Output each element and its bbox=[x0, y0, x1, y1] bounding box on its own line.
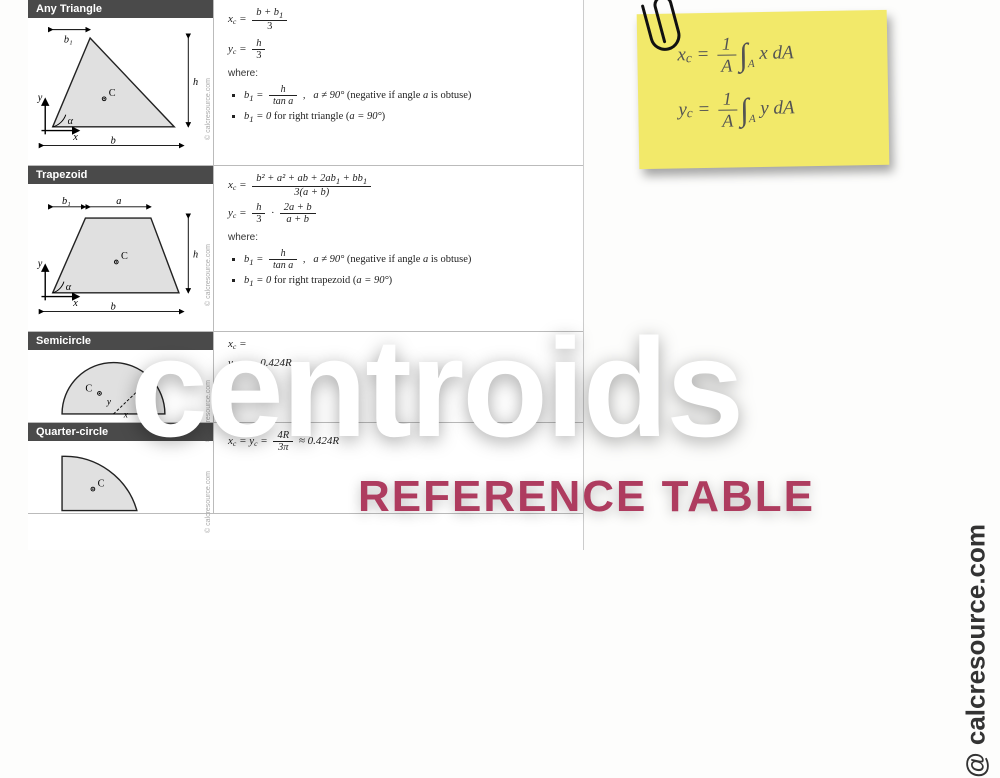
diagram-credit: © calcresource.com bbox=[205, 244, 212, 306]
shape-diagram: αCbhb₁yx© calcresource.com bbox=[34, 24, 207, 159]
svg-text:a: a bbox=[116, 196, 121, 207]
where-list: b1 = htan a , a ≠ 90° (negative if angle… bbox=[228, 83, 573, 124]
svg-text:y: y bbox=[37, 259, 43, 270]
site-credit: @ calcresource.com bbox=[961, 524, 992, 778]
shape-cell: Any Triangle α Cb h b₁ y x © calcresource.com bbox=[28, 0, 213, 165]
reference-sheet: Any TriangleαCbhb₁yx© calcresource.comxc… bbox=[28, 0, 584, 550]
shape-header: Trapezoid bbox=[28, 166, 213, 184]
svg-text:C: C bbox=[98, 478, 105, 489]
svg-text:x: x bbox=[72, 132, 78, 143]
svg-text:y: y bbox=[37, 93, 43, 104]
formula-cell: xc = b + b13yc = h3where:b1 = htan a , a… bbox=[213, 0, 583, 165]
svg-text:h: h bbox=[193, 77, 198, 88]
svg-text:C: C bbox=[109, 88, 116, 99]
shape-cell: Trapezoid α Cb h b₁ a y x © calcresource.com bbox=[28, 166, 213, 331]
svg-text:C: C bbox=[85, 384, 92, 395]
where-label: where: bbox=[228, 68, 573, 79]
svg-text:h: h bbox=[193, 249, 198, 260]
svg-text:α: α bbox=[68, 116, 74, 127]
sticky-formula-yc: yc = 1A∫A y dA bbox=[678, 85, 873, 133]
page: Any TriangleαCbhb₁yx© calcresource.comxc… bbox=[0, 0, 1000, 550]
svg-text:y: y bbox=[106, 398, 112, 408]
where-list: b1 = htan a , a ≠ 90° (negative if angle… bbox=[228, 247, 573, 288]
main-title: centroids bbox=[130, 318, 742, 458]
svg-text:b: b bbox=[111, 136, 116, 147]
shape-header: Any Triangle bbox=[28, 0, 213, 18]
svg-text:x: x bbox=[72, 298, 78, 309]
diagram-credit: © calcresource.com bbox=[205, 471, 212, 533]
where-label: where: bbox=[228, 232, 573, 243]
diagram-credit: © calcresource.com bbox=[205, 78, 212, 140]
shape-diagram: αCbhb₁ayx© calcresource.com bbox=[34, 190, 207, 325]
svg-text:α: α bbox=[66, 282, 72, 293]
svg-text:b₁: b₁ bbox=[64, 35, 73, 46]
svg-text:x: x bbox=[123, 411, 129, 421]
formula-cell: xc = b² + a² + ab + 2ab1 + bb13(a + b)yc… bbox=[213, 166, 583, 331]
svg-text:C: C bbox=[121, 251, 128, 262]
sub-title: REFERENCE TABLE bbox=[358, 472, 815, 522]
table-row: Any Triangle α Cb h b₁ y x © calcresource.comxc… bbox=[28, 0, 583, 166]
svg-text:b: b bbox=[111, 302, 116, 313]
table-row: Trapezoid α Cb h b₁ a y x © calcresource.comxc =… bbox=[28, 166, 583, 332]
svg-text:b₁: b₁ bbox=[62, 196, 71, 207]
sticky-formula-xc: xc = 1A∫A x dA bbox=[677, 30, 872, 78]
